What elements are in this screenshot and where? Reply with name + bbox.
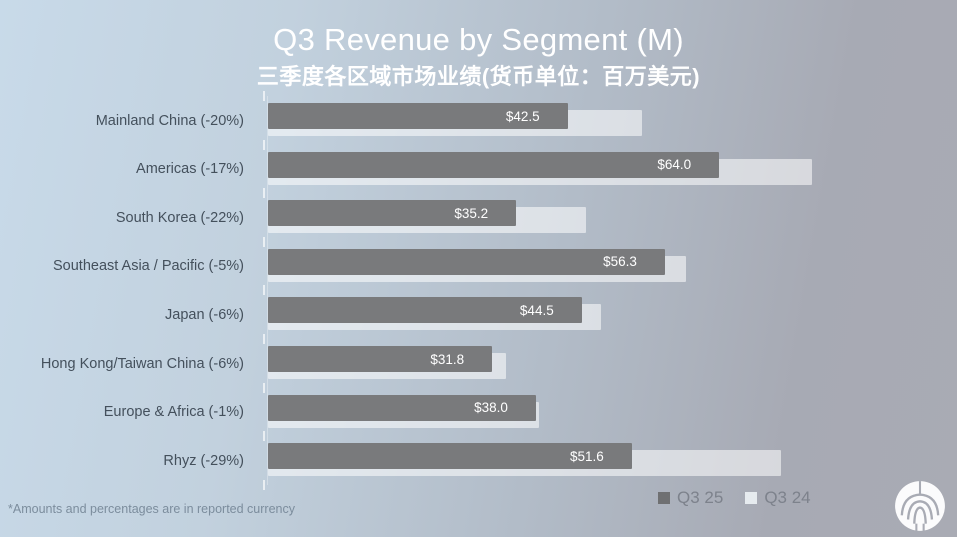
bar-q3-25: $35.2 xyxy=(268,200,517,227)
bar-q3-25: $44.5 xyxy=(268,297,582,324)
chart-row: Hong Kong/Taiwan China (-6%) $31.8 xyxy=(0,339,957,388)
axis-tick xyxy=(263,139,265,150)
value-label: $56.3 xyxy=(603,254,637,270)
nu-skin-fountain-logo-icon xyxy=(894,479,946,533)
bar-q3-25: $38.0 xyxy=(268,394,536,421)
bar-q3-25: $64.0 xyxy=(268,151,720,178)
category-label: Mainland China (-20%) xyxy=(95,112,244,129)
value-label: $42.5 xyxy=(505,108,540,124)
legend-label: Q3 24 xyxy=(764,488,811,507)
bar-q3-25: $42.5 xyxy=(268,103,568,129)
value-label: $51.6 xyxy=(569,448,604,464)
value-label: $31.8 xyxy=(430,351,465,367)
category-label: Hong Kong/Taiwan China (-6%) xyxy=(40,355,244,372)
category-label: Americas (-17%) xyxy=(136,161,244,178)
category-axis-line xyxy=(267,96,268,485)
category-label: South Korea (-22%) xyxy=(115,209,244,226)
chart-row: Rhyz (-29%) $51.6 xyxy=(0,436,957,485)
bar-q3-25: $56.3 xyxy=(268,248,665,275)
chart-row: Europe & Africa (-1%) $38.0 xyxy=(0,388,957,437)
axis-tick xyxy=(263,431,265,442)
chart-row: South Korea (-22%) $35.2 xyxy=(0,193,957,242)
legend: Q3 25 Q3 24 xyxy=(658,488,811,508)
chart-row: Japan (-6%) $44.5 xyxy=(0,290,957,339)
axis-tick xyxy=(263,91,265,101)
legend-item: Q3 24 xyxy=(745,488,811,508)
value-label: $44.5 xyxy=(519,302,554,318)
axis-tick xyxy=(263,188,265,199)
bar-chart: Mainland China (-20%) $42.5 Americas (-17%… xyxy=(0,91,957,490)
bar-q3-25: $31.8 xyxy=(268,346,493,372)
axis-tick xyxy=(263,382,265,393)
chart-row: Mainland China (-20%) $42.5 xyxy=(0,96,957,145)
axis-tick xyxy=(263,479,265,490)
axis-tick xyxy=(263,285,265,296)
chart-header: Q3 Revenue by Segment (M) 三季度各区域市场业绩(货币单… xyxy=(0,22,957,91)
category-label: Japan (-6%) xyxy=(165,306,244,323)
legend-swatch-icon xyxy=(658,492,670,504)
category-label: Europe & Africa (-1%) xyxy=(103,404,244,421)
value-label: $64.0 xyxy=(657,157,692,173)
legend-label: Q3 25 xyxy=(677,488,724,507)
value-label: $38.0 xyxy=(474,400,508,416)
chart-title: Q3 Revenue by Segment (M) xyxy=(273,22,684,57)
category-label: Rhyz (-29%) xyxy=(163,452,244,469)
footnote: *Amounts and percentages are in reported… xyxy=(8,502,295,516)
legend-item: Q3 25 xyxy=(658,488,723,508)
axis-tick xyxy=(263,236,265,247)
chart-row: Southeast Asia / Pacific (-5%) $56.3 xyxy=(0,242,957,291)
value-label: $35.2 xyxy=(454,205,489,221)
chart-row: Americas (-17%) $64.0 xyxy=(0,145,957,194)
legend-swatch-icon xyxy=(745,492,758,504)
axis-tick xyxy=(263,334,265,344)
category-label: Southeast Asia / Pacific (-5%) xyxy=(53,258,244,275)
chart-subtitle: 三季度各区域市场业绩(货币单位：百万美元) xyxy=(256,63,701,89)
bar-q3-25: $51.6 xyxy=(268,443,632,470)
